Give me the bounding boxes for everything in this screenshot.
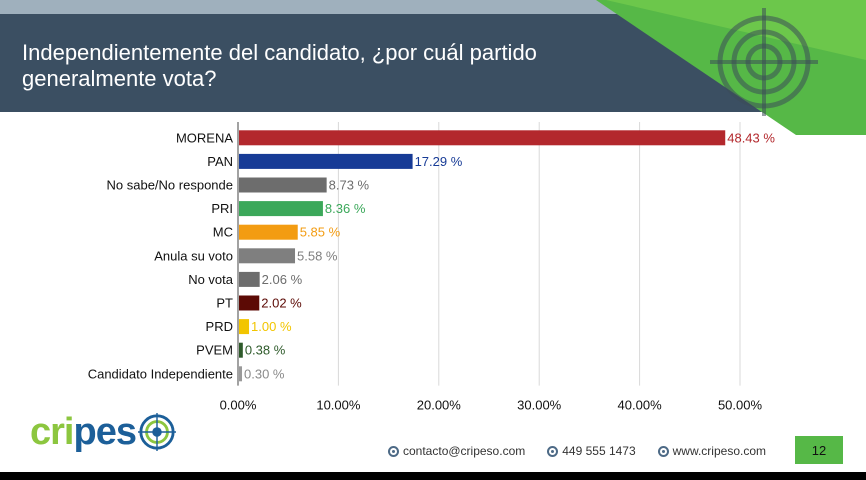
category-label: PAN — [207, 154, 233, 169]
x-tick-label: 20.00% — [417, 398, 462, 413]
value-label: 17.29 % — [415, 154, 463, 169]
bar — [239, 130, 726, 146]
value-label: 1.00 % — [251, 319, 292, 334]
value-label: 8.36 % — [325, 201, 366, 216]
page-number: 12 — [795, 436, 843, 464]
category-label: PRD — [206, 319, 233, 334]
category-label: PT — [216, 296, 233, 311]
bar — [239, 342, 243, 358]
x-tick-label: 40.00% — [618, 398, 663, 413]
footer-phone-text: 449 555 1473 — [562, 444, 636, 458]
bottom-bar — [0, 472, 866, 480]
x-tick-label: 10.00% — [316, 398, 361, 413]
bar — [239, 153, 413, 169]
brand-wordmark-part2: pes — [73, 410, 136, 453]
value-label: 8.73 % — [329, 178, 370, 193]
target-icon — [710, 8, 818, 116]
footer-contacts: contacto@cripeso.com 449 555 1473 www.cr… — [388, 444, 788, 458]
value-label: 5.85 % — [300, 225, 341, 240]
category-label: PVEM — [196, 343, 233, 358]
value-label: 2.06 % — [262, 272, 303, 287]
phone-icon — [547, 445, 559, 457]
value-label: 2.02 % — [261, 296, 302, 311]
x-tick-label: 0.00% — [220, 398, 257, 413]
value-label: 0.38 % — [245, 343, 286, 358]
footer-web[interactable]: www.cripeso.com — [657, 444, 766, 458]
footer-phone: 449 555 1473 — [547, 444, 636, 458]
x-tick-label: 50.00% — [718, 398, 763, 413]
brand-logo: cripes — [30, 410, 176, 454]
value-label: 0.30 % — [244, 366, 285, 381]
category-label: Anula su voto — [154, 248, 233, 263]
bar — [239, 248, 296, 264]
value-label: 48.43 % — [727, 130, 775, 145]
bar — [239, 224, 298, 240]
value-label: 5.58 % — [297, 248, 338, 263]
bar — [239, 177, 327, 193]
footer-web-text: www.cripeso.com — [672, 444, 766, 458]
logo-target-icon — [137, 413, 176, 451]
category-label: MORENA — [176, 130, 233, 145]
x-tick-label: 30.00% — [517, 398, 562, 413]
bar — [239, 295, 260, 311]
web-icon — [657, 445, 669, 457]
category-label: Candidato Independiente — [88, 366, 233, 381]
corner-decoration — [596, 0, 866, 135]
category-label: PRI — [211, 201, 233, 216]
bar — [239, 319, 250, 335]
category-label: No sabe/No responde — [107, 178, 233, 193]
brand-wordmark-part1: cri — [30, 410, 74, 453]
email-icon — [388, 445, 399, 457]
footer-email[interactable]: contacto@cripeso.com — [388, 444, 525, 458]
brand-wordmark: cripes — [30, 410, 137, 454]
bar — [239, 201, 323, 217]
slide-title: Independientemente del candidato, ¿por c… — [22, 40, 537, 91]
category-label: No vota — [188, 272, 234, 287]
bar — [239, 271, 260, 287]
footer-email-text: contacto@cripeso.com — [403, 444, 526, 458]
bar-chart: MORENA 48.43 % PAN 17.29 % No sabe/No respon… — [88, 122, 775, 413]
category-label: MC — [213, 225, 233, 240]
bar — [239, 366, 243, 382]
